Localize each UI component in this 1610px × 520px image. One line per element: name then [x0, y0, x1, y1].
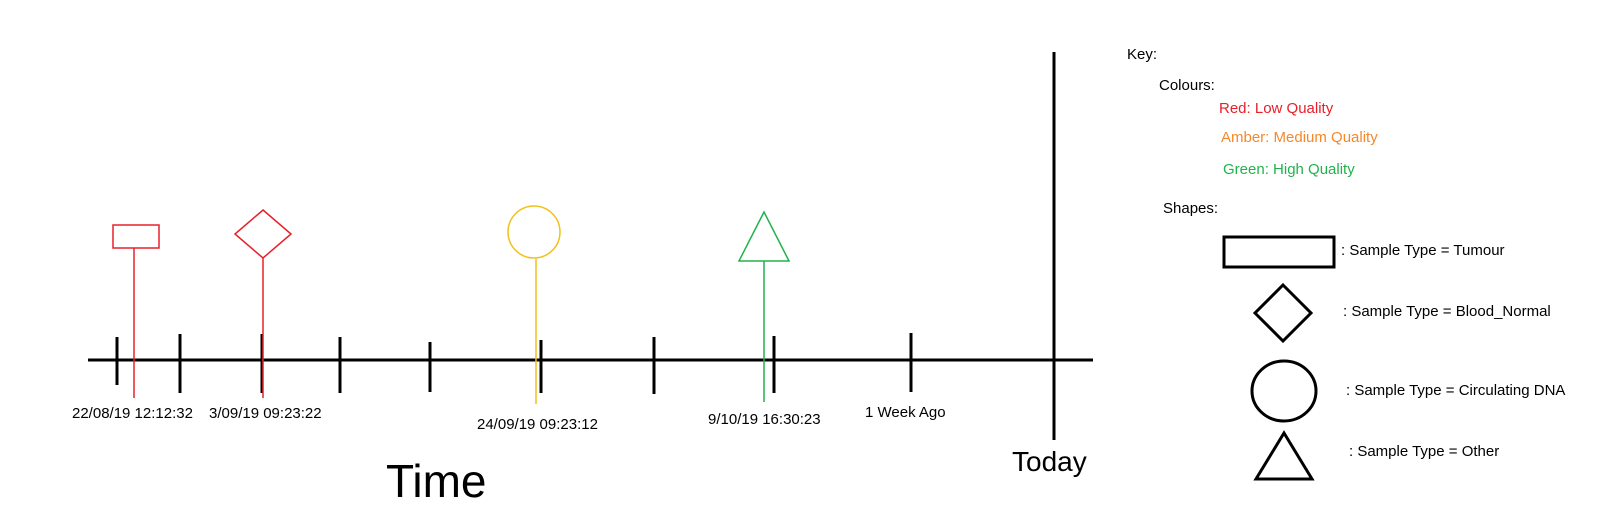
key-triangle-icon — [1253, 430, 1315, 481]
axis-ticks — [115, 333, 913, 394]
key-colours-title: Colours: — [1159, 77, 1215, 94]
key-rectangle-icon — [1222, 235, 1336, 269]
key-colour-green: Green: High Quality — [1223, 161, 1355, 178]
sample-marker-circulating-dna[interactable] — [507, 205, 561, 404]
key-shapes-title: Shapes: — [1163, 200, 1219, 217]
key-shape-blood-normal: : Sample Type = Blood_Normal — [1343, 303, 1551, 320]
key-shape-tumour: : Sample Type = Tumour — [1341, 242, 1505, 259]
sample-timestamp-3: 24/09/19 09:23:12 — [477, 416, 598, 433]
sample-timestamp-1: 22/08/19 12:12:32 — [72, 405, 193, 422]
key-shape-circulating-dna: : Sample Type = Circulating DNA — [1346, 382, 1566, 399]
axis-title: Time — [386, 455, 487, 507]
sample-timestamp-4: 9/10/19 16:30:23 — [708, 411, 821, 428]
key-colour-red: Red: Low Quality — [1219, 100, 1334, 117]
week-ago-label: 1 Week Ago — [865, 404, 946, 421]
sample-marker-blood-normal[interactable] — [233, 209, 293, 398]
today-label: Today — [1012, 446, 1087, 477]
sample-marker-other[interactable] — [737, 210, 791, 402]
diamond-icon — [233, 209, 293, 259]
key-shapes — [1222, 235, 1336, 481]
rectangle-icon — [112, 224, 160, 249]
sample-timestamp-2: 3/09/19 09:23:22 — [209, 405, 322, 422]
sample-marker-tumour[interactable] — [112, 224, 160, 398]
key-diamond-icon — [1252, 282, 1314, 344]
key-colour-amber: Amber: Medium Quality — [1221, 129, 1378, 146]
key-circle-icon — [1250, 359, 1318, 423]
triangle-icon — [737, 210, 791, 262]
circle-icon — [507, 205, 561, 259]
key-title: Key: — [1127, 46, 1158, 63]
key-shape-other: : Sample Type = Other — [1349, 443, 1500, 460]
